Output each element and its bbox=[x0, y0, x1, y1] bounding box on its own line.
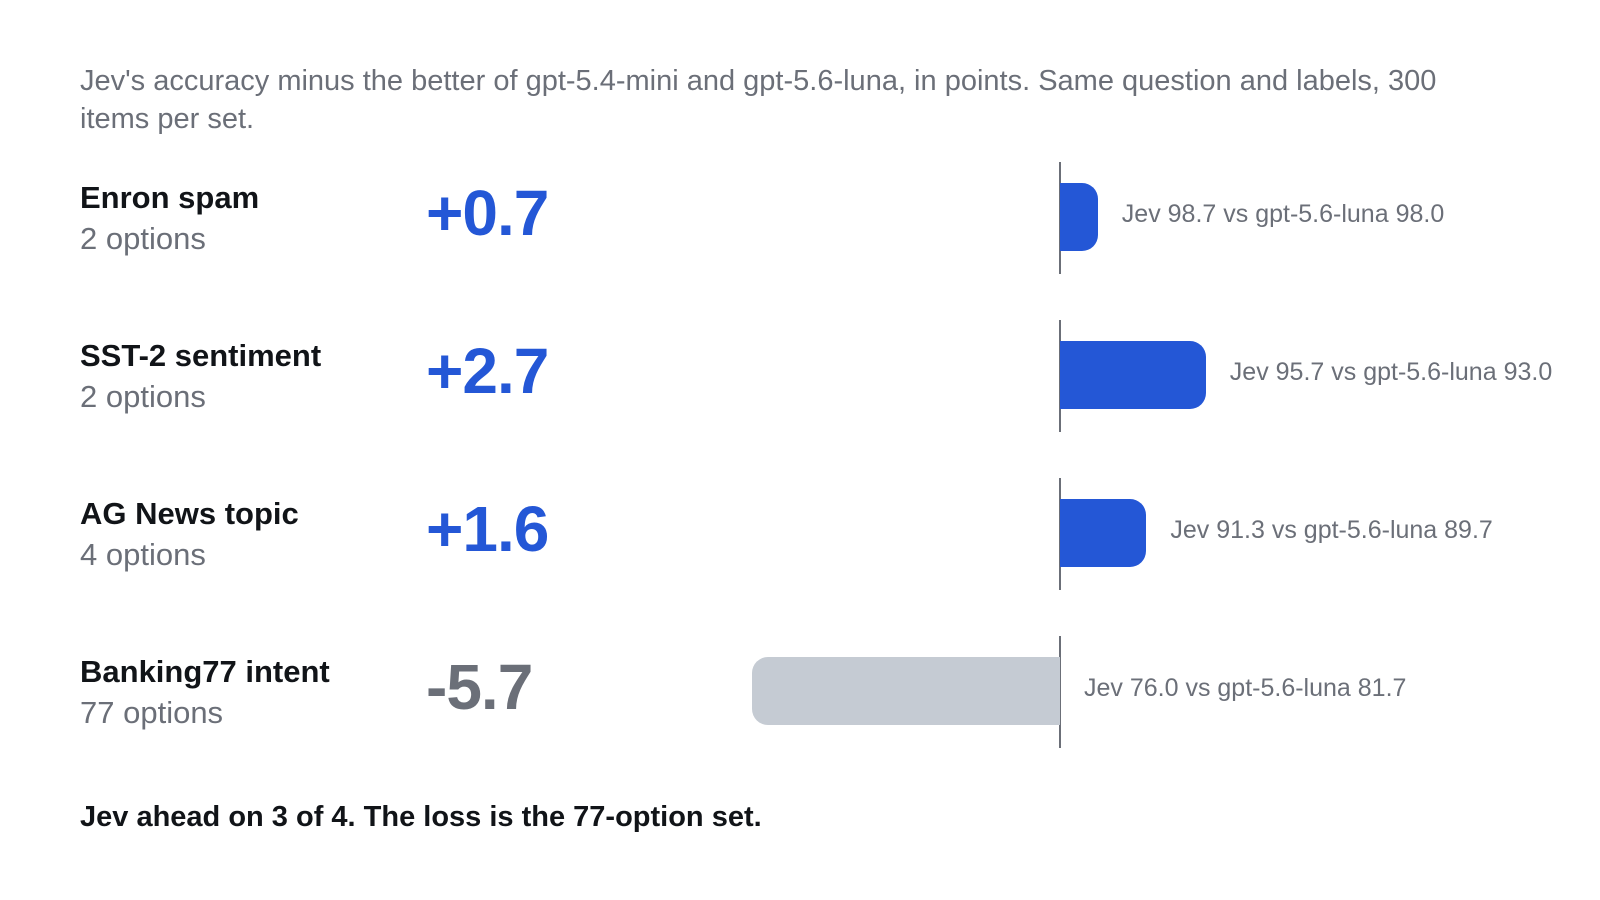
zero-axis-line bbox=[1059, 636, 1061, 748]
row-name: Banking77 intent bbox=[80, 654, 330, 689]
chart-row: AG News topic 4 options +1.6 Jev 91.3 vs gp… bbox=[0, 478, 1600, 616]
row-delta-value: +0.7 bbox=[426, 177, 549, 249]
chart-row: SST-2 sentiment 2 options +2.7 Jev 95.7 vs … bbox=[0, 320, 1600, 458]
row-options: 4 options bbox=[80, 537, 206, 572]
row-options: 2 options bbox=[80, 221, 206, 256]
row-delta-value: +2.7 bbox=[426, 335, 549, 407]
bar bbox=[1060, 341, 1206, 409]
bar-detail-label: Jev 91.3 vs gpt-5.6-luna 89.7 bbox=[1170, 516, 1493, 544]
bar bbox=[1060, 499, 1147, 567]
chart-subtitle: Jev's accuracy minus the better of gpt-5… bbox=[80, 65, 1437, 135]
bar-detail-label: Jev 76.0 vs gpt-5.6-luna 81.7 bbox=[1084, 674, 1407, 702]
row-name: Enron spam bbox=[80, 180, 260, 215]
chart-row: Banking77 intent 77 options -5.7 Jev 76.0 v… bbox=[0, 636, 1600, 774]
bar bbox=[752, 657, 1060, 725]
row-options: 77 options bbox=[80, 695, 224, 730]
chart-row: Enron spam 2 options +0.7 Jev 98.7 vs gpt-5… bbox=[0, 162, 1600, 300]
row-delta-value: +1.6 bbox=[426, 493, 549, 565]
bar-detail-label: Jev 98.7 vs gpt-5.6-luna 98.0 bbox=[1121, 200, 1445, 228]
row-options: 2 options bbox=[80, 379, 206, 414]
bar bbox=[1060, 183, 1098, 251]
bar-detail-label: Jev 95.7 vs gpt-5.6-luna 93.0 bbox=[1229, 358, 1553, 386]
row-name: AG News topic bbox=[80, 496, 299, 531]
chart-footnote: Jev ahead on 3 of 4. The loss is the 77-… bbox=[80, 801, 762, 833]
row-delta-value: -5.7 bbox=[426, 651, 533, 723]
row-name: SST-2 sentiment bbox=[80, 338, 322, 373]
